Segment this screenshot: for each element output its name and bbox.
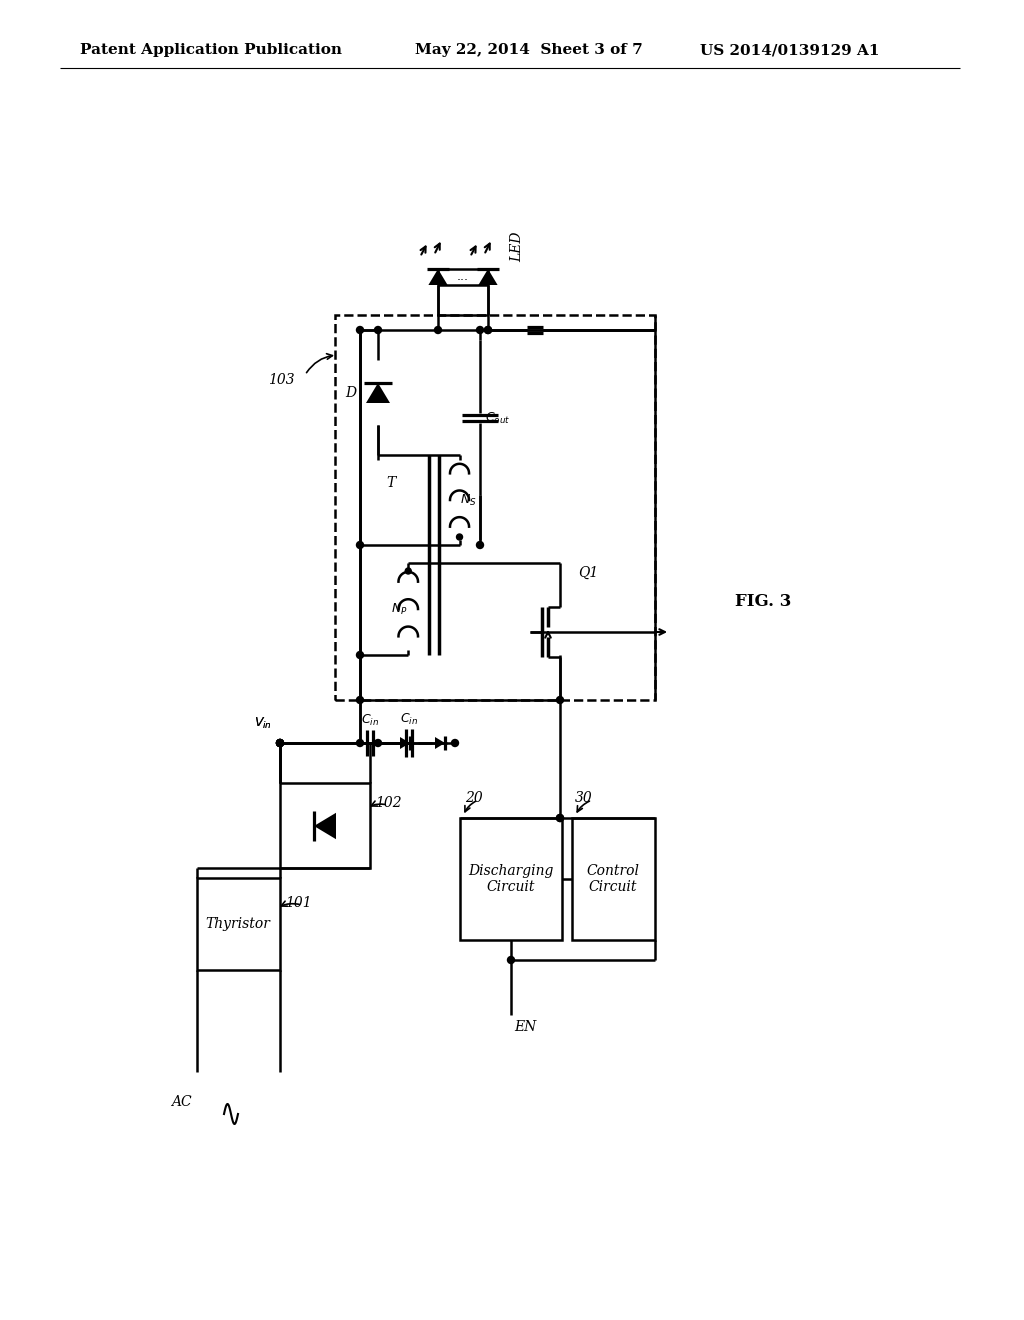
Circle shape — [276, 739, 284, 747]
Text: Control: Control — [587, 865, 640, 878]
Text: Circuit: Circuit — [589, 880, 637, 894]
Text: Patent Application Publication: Patent Application Publication — [80, 44, 342, 57]
Polygon shape — [400, 737, 410, 748]
Text: $C_{in}$: $C_{in}$ — [360, 713, 379, 729]
Circle shape — [406, 568, 412, 574]
Circle shape — [356, 541, 364, 549]
Text: FIG. 3: FIG. 3 — [735, 594, 792, 610]
Circle shape — [276, 739, 284, 747]
Circle shape — [356, 652, 364, 659]
Circle shape — [508, 957, 514, 964]
Circle shape — [484, 326, 492, 334]
Text: $V_{in}$: $V_{in}$ — [254, 715, 272, 731]
Circle shape — [356, 739, 364, 747]
Text: 20: 20 — [465, 791, 482, 805]
Text: 101: 101 — [285, 896, 311, 909]
Text: Discharging: Discharging — [468, 865, 554, 878]
Bar — [572, 818, 655, 940]
Text: $N_S$: $N_S$ — [460, 492, 476, 508]
Text: 103: 103 — [268, 374, 295, 387]
Text: $C_{out}$: $C_{out}$ — [485, 411, 510, 425]
Circle shape — [476, 541, 483, 549]
Text: Circuit: Circuit — [486, 880, 536, 894]
Text: D: D — [345, 385, 356, 400]
Text: T: T — [387, 477, 396, 490]
Circle shape — [375, 739, 382, 747]
Bar — [197, 878, 280, 970]
Circle shape — [276, 739, 284, 747]
Circle shape — [276, 739, 284, 747]
Text: LED: LED — [510, 232, 524, 263]
Polygon shape — [428, 269, 447, 285]
Circle shape — [457, 535, 463, 540]
Text: US 2014/0139129 A1: US 2014/0139129 A1 — [700, 44, 880, 57]
Text: AC: AC — [171, 1096, 193, 1109]
Circle shape — [434, 326, 441, 334]
Circle shape — [452, 739, 459, 747]
Text: ...: ... — [457, 271, 469, 284]
Text: 102: 102 — [375, 796, 401, 810]
Text: Q1: Q1 — [578, 566, 598, 579]
Polygon shape — [366, 383, 390, 403]
Text: May 22, 2014  Sheet 3 of 7: May 22, 2014 Sheet 3 of 7 — [415, 44, 643, 57]
Text: $V_{in}$: $V_{in}$ — [254, 715, 272, 731]
Polygon shape — [435, 737, 445, 748]
Bar — [335, 315, 655, 700]
Text: $N_P$: $N_P$ — [391, 602, 408, 616]
Text: $C_{in}$: $C_{in}$ — [400, 711, 418, 727]
Polygon shape — [478, 269, 498, 285]
Circle shape — [276, 739, 284, 747]
Text: 30: 30 — [575, 791, 593, 805]
Polygon shape — [314, 813, 336, 840]
Circle shape — [556, 814, 563, 821]
Circle shape — [484, 326, 492, 334]
Bar — [460, 818, 562, 940]
Circle shape — [375, 326, 382, 334]
Text: EN: EN — [514, 1020, 537, 1034]
Circle shape — [356, 697, 364, 704]
Circle shape — [556, 814, 563, 821]
Circle shape — [476, 326, 483, 334]
Text: Thyristor: Thyristor — [206, 917, 270, 931]
Bar — [280, 783, 370, 869]
Circle shape — [556, 697, 563, 704]
Circle shape — [356, 326, 364, 334]
